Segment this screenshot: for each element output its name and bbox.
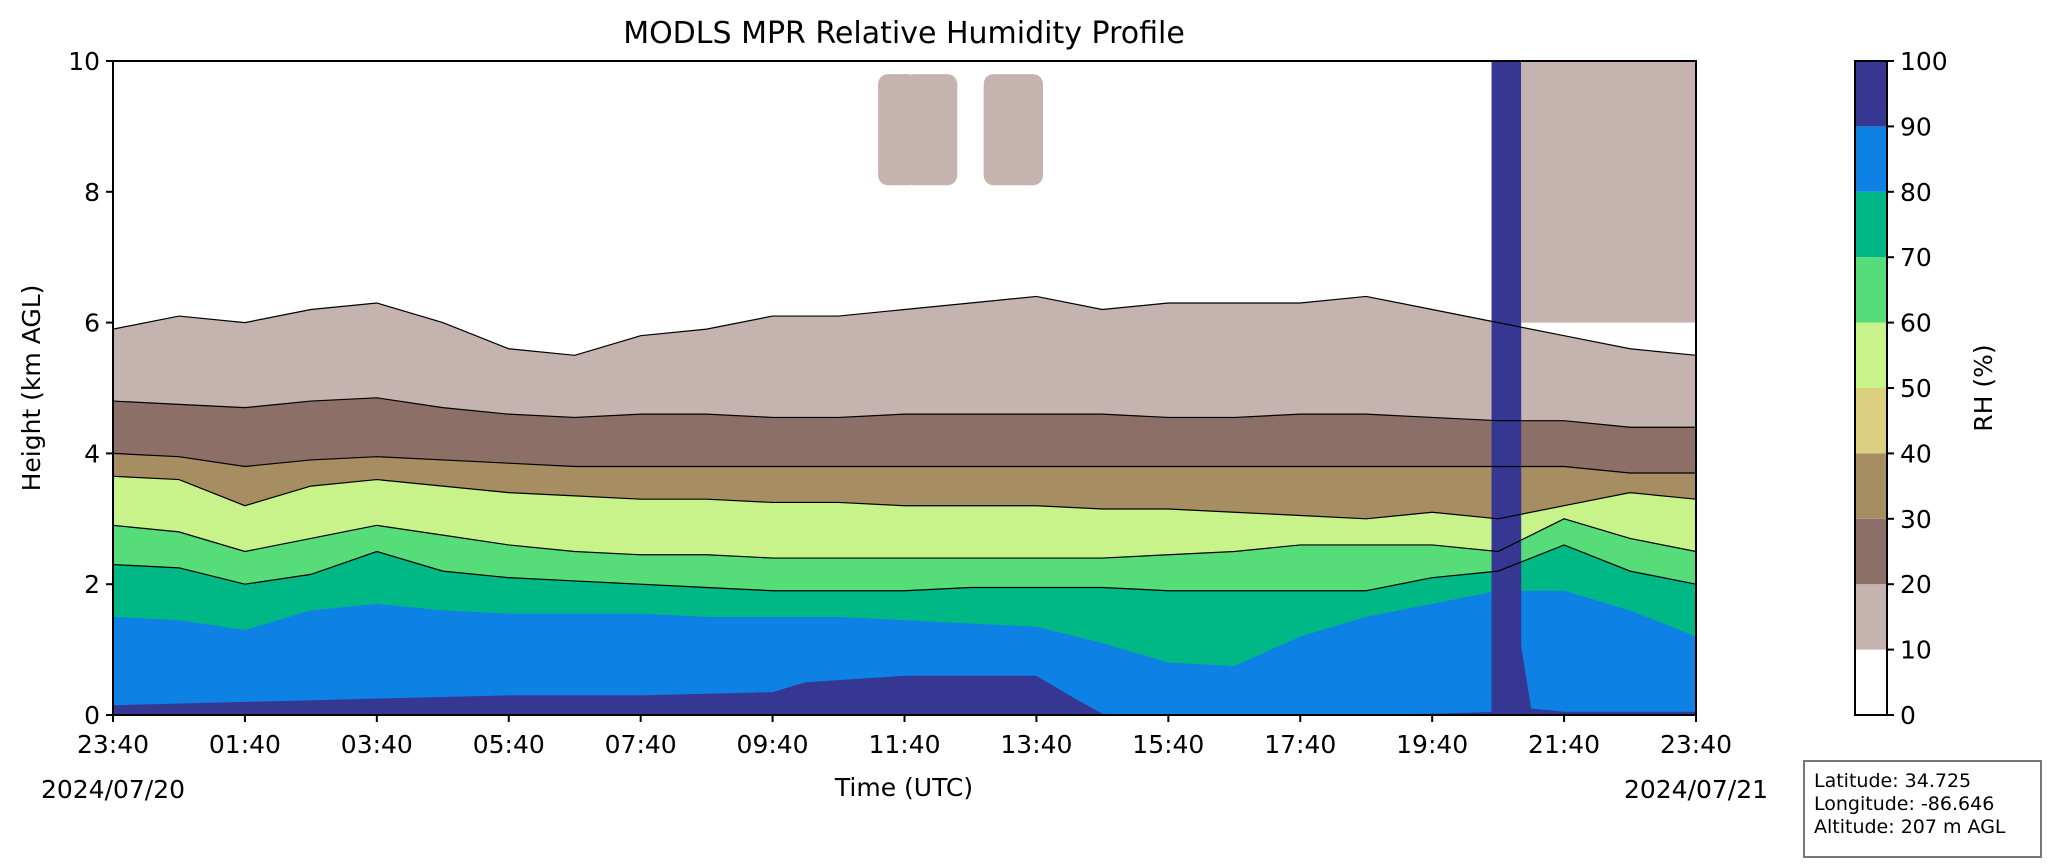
colorbar-label: RH (%) xyxy=(1969,344,1998,431)
x-tick-label: 17:40 xyxy=(1264,730,1336,759)
colorbar-segment xyxy=(1855,191,1887,258)
colorbar-tick-label: 80 xyxy=(1900,178,1932,207)
y-axis: 0 2 4 6 8 10 xyxy=(68,47,113,730)
colorbar-segment xyxy=(1855,257,1887,323)
colorbar: 0 10 20 30 40 50 60 70 80 90 100 xyxy=(1854,47,1948,730)
rh-contour-line-2 xyxy=(113,397,1696,428)
rh-saturated-column xyxy=(1491,61,1522,715)
rh-upper-cloud-2 xyxy=(983,74,1044,186)
chart-title: MODLS MPR Relative Humidity Profile xyxy=(623,16,1185,51)
longitude-text: Longitude: -86.646 xyxy=(1814,793,1995,815)
rh-band-moist-layer xyxy=(113,590,1696,715)
colorbar-tick-label: 70 xyxy=(1900,243,1932,272)
colorbar-segment xyxy=(1855,584,1887,650)
rh-contour-lines xyxy=(113,295,1696,592)
colorbar-segment xyxy=(1855,649,1887,715)
x-tick-label: 19:40 xyxy=(1396,730,1468,759)
colorbar-segment xyxy=(1855,322,1887,388)
start-date-label: 2024/07/20 xyxy=(41,775,185,804)
rh-contour-line-6 xyxy=(113,544,1696,592)
x-tick-label: 03:40 xyxy=(341,730,413,759)
colorbar-tick-label: 0 xyxy=(1900,701,1916,730)
x-tick-label: 07:40 xyxy=(605,730,677,759)
rh-contour-line-3 xyxy=(113,452,1696,474)
colorbar-segment xyxy=(1855,453,1887,519)
colorbar-tick-label: 60 xyxy=(1900,309,1932,338)
station-info-box: Latitude: 34.725 Longitude: -86.646 Alti… xyxy=(1803,760,2042,858)
colorbar-tick-label: 50 xyxy=(1900,374,1932,403)
rh-contour-line-1 xyxy=(113,295,1696,356)
rh-upper-cloud-3 xyxy=(878,74,918,186)
rh-contour-line-4 xyxy=(113,475,1696,520)
x-tick-label: 21:40 xyxy=(1528,730,1600,759)
rh-contour-line-5 xyxy=(113,518,1696,559)
colorbar-segment xyxy=(1855,61,1887,127)
altitude-text: Altitude: 207 m AGL xyxy=(1814,816,2006,838)
x-tick-label: 11:40 xyxy=(868,730,940,759)
x-tick-label: 23:40 xyxy=(77,730,149,759)
colorbar-segment xyxy=(1855,388,1887,454)
colorbar-tick-label: 10 xyxy=(1900,636,1932,665)
colorbar-tick-label: 90 xyxy=(1900,112,1932,141)
colorbar-tick-label: 40 xyxy=(1900,439,1932,468)
end-date-label: 2024/07/21 xyxy=(1624,775,1768,804)
y-tick-label: 4 xyxy=(84,439,100,468)
rh-contour-bands xyxy=(113,61,1696,715)
x-tick-label: 01:40 xyxy=(209,730,281,759)
rh-upper-moist-patch xyxy=(1521,61,1696,323)
colorbar-tick-label: 100 xyxy=(1900,47,1948,76)
colorbar-segment xyxy=(1855,126,1887,192)
y-tick-label: 2 xyxy=(84,570,100,599)
x-tick-label: 15:40 xyxy=(1132,730,1204,759)
y-axis-label: Height (km AGL) xyxy=(17,285,46,492)
y-tick-label: 10 xyxy=(68,47,100,76)
y-tick-label: 8 xyxy=(84,178,100,207)
x-axis: 23:40 01:40 03:40 05:40 07:40 09:40 11:40 13:40… xyxy=(77,715,1732,759)
x-tick-label: 05:40 xyxy=(473,730,545,759)
y-tick-label: 6 xyxy=(84,309,100,338)
x-axis-label: Time (UTC) xyxy=(834,773,973,802)
colorbar-tick-label: 30 xyxy=(1900,505,1932,534)
plot-area xyxy=(113,61,1696,715)
colorbar-tick-label: 20 xyxy=(1900,570,1932,599)
x-tick-label: 23:40 xyxy=(1660,730,1732,759)
colorbar-segment xyxy=(1855,518,1887,585)
x-tick-label: 09:40 xyxy=(737,730,809,759)
rh-band-saturated-layer xyxy=(113,584,1696,715)
latitude-text: Latitude: 34.725 xyxy=(1814,770,1972,792)
x-tick-label: 13:40 xyxy=(1000,730,1072,759)
y-tick-label: 0 xyxy=(84,701,100,730)
